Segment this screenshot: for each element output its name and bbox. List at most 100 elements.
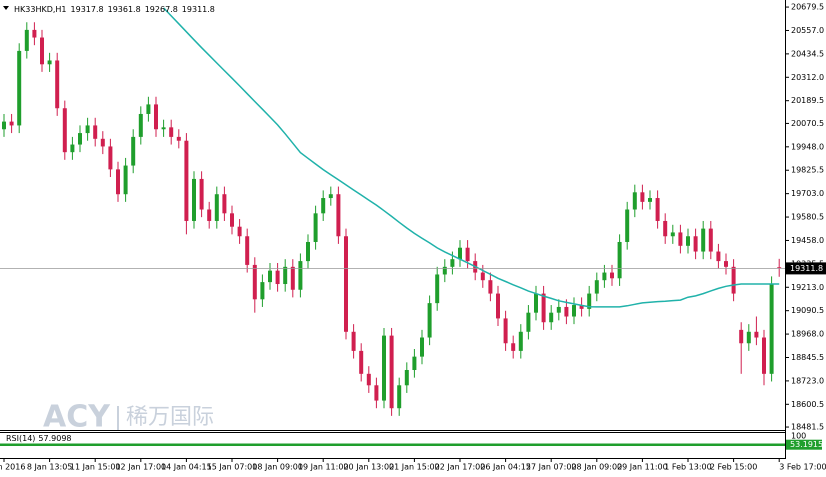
candle-body bbox=[632, 192, 637, 210]
candle-body bbox=[640, 192, 645, 202]
candle-body bbox=[146, 104, 151, 114]
candle-body bbox=[138, 113, 143, 137]
candle-body bbox=[93, 125, 98, 139]
candle-body bbox=[184, 140, 189, 221]
candle-body bbox=[290, 266, 295, 290]
candle-body bbox=[693, 236, 698, 252]
candle-body bbox=[313, 213, 318, 242]
x-tick-label: 12 Jan 17:00 bbox=[115, 463, 166, 472]
candle-body bbox=[602, 272, 607, 281]
candle-body bbox=[412, 356, 417, 371]
candle-body bbox=[169, 127, 174, 137]
candle-body bbox=[245, 236, 250, 265]
candle-body bbox=[496, 293, 500, 319]
candle-body bbox=[237, 226, 242, 237]
y-tick-label: 19948.0 bbox=[791, 142, 824, 151]
y-tick-label: 19213.0 bbox=[791, 283, 824, 292]
y-tick-label: 18845.5 bbox=[791, 353, 824, 362]
candle-body bbox=[777, 267, 782, 269]
candle-body bbox=[374, 385, 379, 401]
header-open: 19317.8 bbox=[71, 5, 104, 14]
candle-body bbox=[351, 331, 356, 351]
x-tick-label: 11 Jan 15:00 bbox=[70, 463, 121, 472]
x-tick-label: 22 Jan 17:00 bbox=[435, 463, 486, 472]
candle-body bbox=[534, 293, 538, 313]
candle-body bbox=[397, 385, 402, 409]
candle-body bbox=[724, 261, 728, 267]
y-tick-label: 19580.5 bbox=[791, 213, 824, 222]
x-tick-label: 14 Jan 04:15 bbox=[161, 463, 212, 472]
current-price-label: 19311.8 bbox=[790, 264, 823, 273]
candle-body bbox=[708, 228, 713, 252]
header-close: 19311.8 bbox=[182, 5, 215, 14]
candle-body bbox=[769, 284, 774, 374]
candle-body bbox=[192, 178, 196, 221]
candle-body bbox=[328, 194, 333, 199]
candle-body bbox=[518, 331, 523, 351]
candle-body bbox=[701, 228, 706, 252]
moving-average bbox=[163, 7, 780, 308]
x-tick-label: 3 Feb 17:00 bbox=[779, 463, 826, 472]
candle-body bbox=[214, 194, 219, 221]
x-tick-label: 27 Jan 07:00 bbox=[526, 463, 577, 472]
candle-body bbox=[549, 312, 554, 323]
candle-body bbox=[108, 146, 113, 170]
x-tick-label: 20 Jan 13:00 bbox=[343, 463, 394, 472]
y-tick-label: 19458.0 bbox=[791, 236, 824, 245]
candle-body bbox=[252, 264, 257, 300]
candle-body bbox=[176, 136, 181, 141]
x-tick-label: 2 Feb 15:00 bbox=[710, 463, 757, 472]
candle-body bbox=[9, 121, 14, 126]
rsi-level-label: 53.1915 bbox=[790, 440, 823, 449]
candle-body bbox=[731, 266, 736, 294]
candle-body bbox=[511, 343, 516, 351]
candle-body bbox=[32, 29, 37, 38]
header-low: 19267.8 bbox=[145, 5, 178, 14]
candle-body bbox=[746, 331, 751, 344]
candle-body bbox=[321, 198, 326, 214]
watermark-logo: ACY bbox=[43, 400, 111, 435]
candle-body bbox=[336, 194, 341, 237]
y-tick-label: 18723.0 bbox=[791, 376, 824, 385]
candle-body bbox=[572, 305, 576, 317]
x-tick-label: 28 Jan 09:00 bbox=[571, 463, 622, 472]
candle-body bbox=[123, 165, 128, 195]
candle-body bbox=[116, 169, 120, 195]
candle-body bbox=[17, 50, 22, 126]
candle-body bbox=[625, 209, 630, 242]
candle-body bbox=[420, 337, 424, 357]
candle-body bbox=[480, 272, 485, 281]
candle-body bbox=[556, 306, 561, 313]
candle-body bbox=[435, 274, 440, 304]
candle-body bbox=[610, 272, 614, 279]
candle-body bbox=[655, 198, 660, 221]
candle-body bbox=[230, 213, 234, 227]
candle-body bbox=[458, 247, 462, 260]
candle-body bbox=[62, 108, 67, 153]
candle-body bbox=[465, 247, 470, 262]
candle-body bbox=[85, 125, 90, 134]
y-tick-label: 20557.0 bbox=[791, 26, 824, 35]
x-tick-label: 21 Jan 15:00 bbox=[389, 463, 440, 472]
candle-body bbox=[541, 293, 546, 323]
y-tick-label: 20679.5 bbox=[791, 3, 824, 12]
candle-body bbox=[154, 104, 158, 130]
y-tick-label: 20434.5 bbox=[791, 49, 824, 58]
candle-body bbox=[678, 232, 683, 246]
y-tick-label: 19090.5 bbox=[791, 306, 824, 315]
candle-body bbox=[503, 318, 508, 344]
y-tick-label: 18600.5 bbox=[791, 400, 824, 409]
candle-body bbox=[617, 241, 622, 279]
candle-body bbox=[70, 144, 75, 153]
y-tick-label: 18481.5 bbox=[791, 423, 824, 432]
rsi-value: 57.9098 bbox=[38, 434, 71, 443]
candle-body bbox=[275, 270, 280, 285]
y-tick-label: 18968.0 bbox=[791, 330, 824, 339]
candle-body bbox=[344, 236, 348, 332]
candle-body bbox=[359, 350, 364, 374]
y-tick-label: 20312.0 bbox=[791, 73, 824, 82]
candle-body bbox=[161, 127, 166, 130]
candle-body bbox=[2, 121, 6, 130]
candle-body bbox=[670, 232, 675, 237]
candle-body bbox=[686, 236, 690, 246]
